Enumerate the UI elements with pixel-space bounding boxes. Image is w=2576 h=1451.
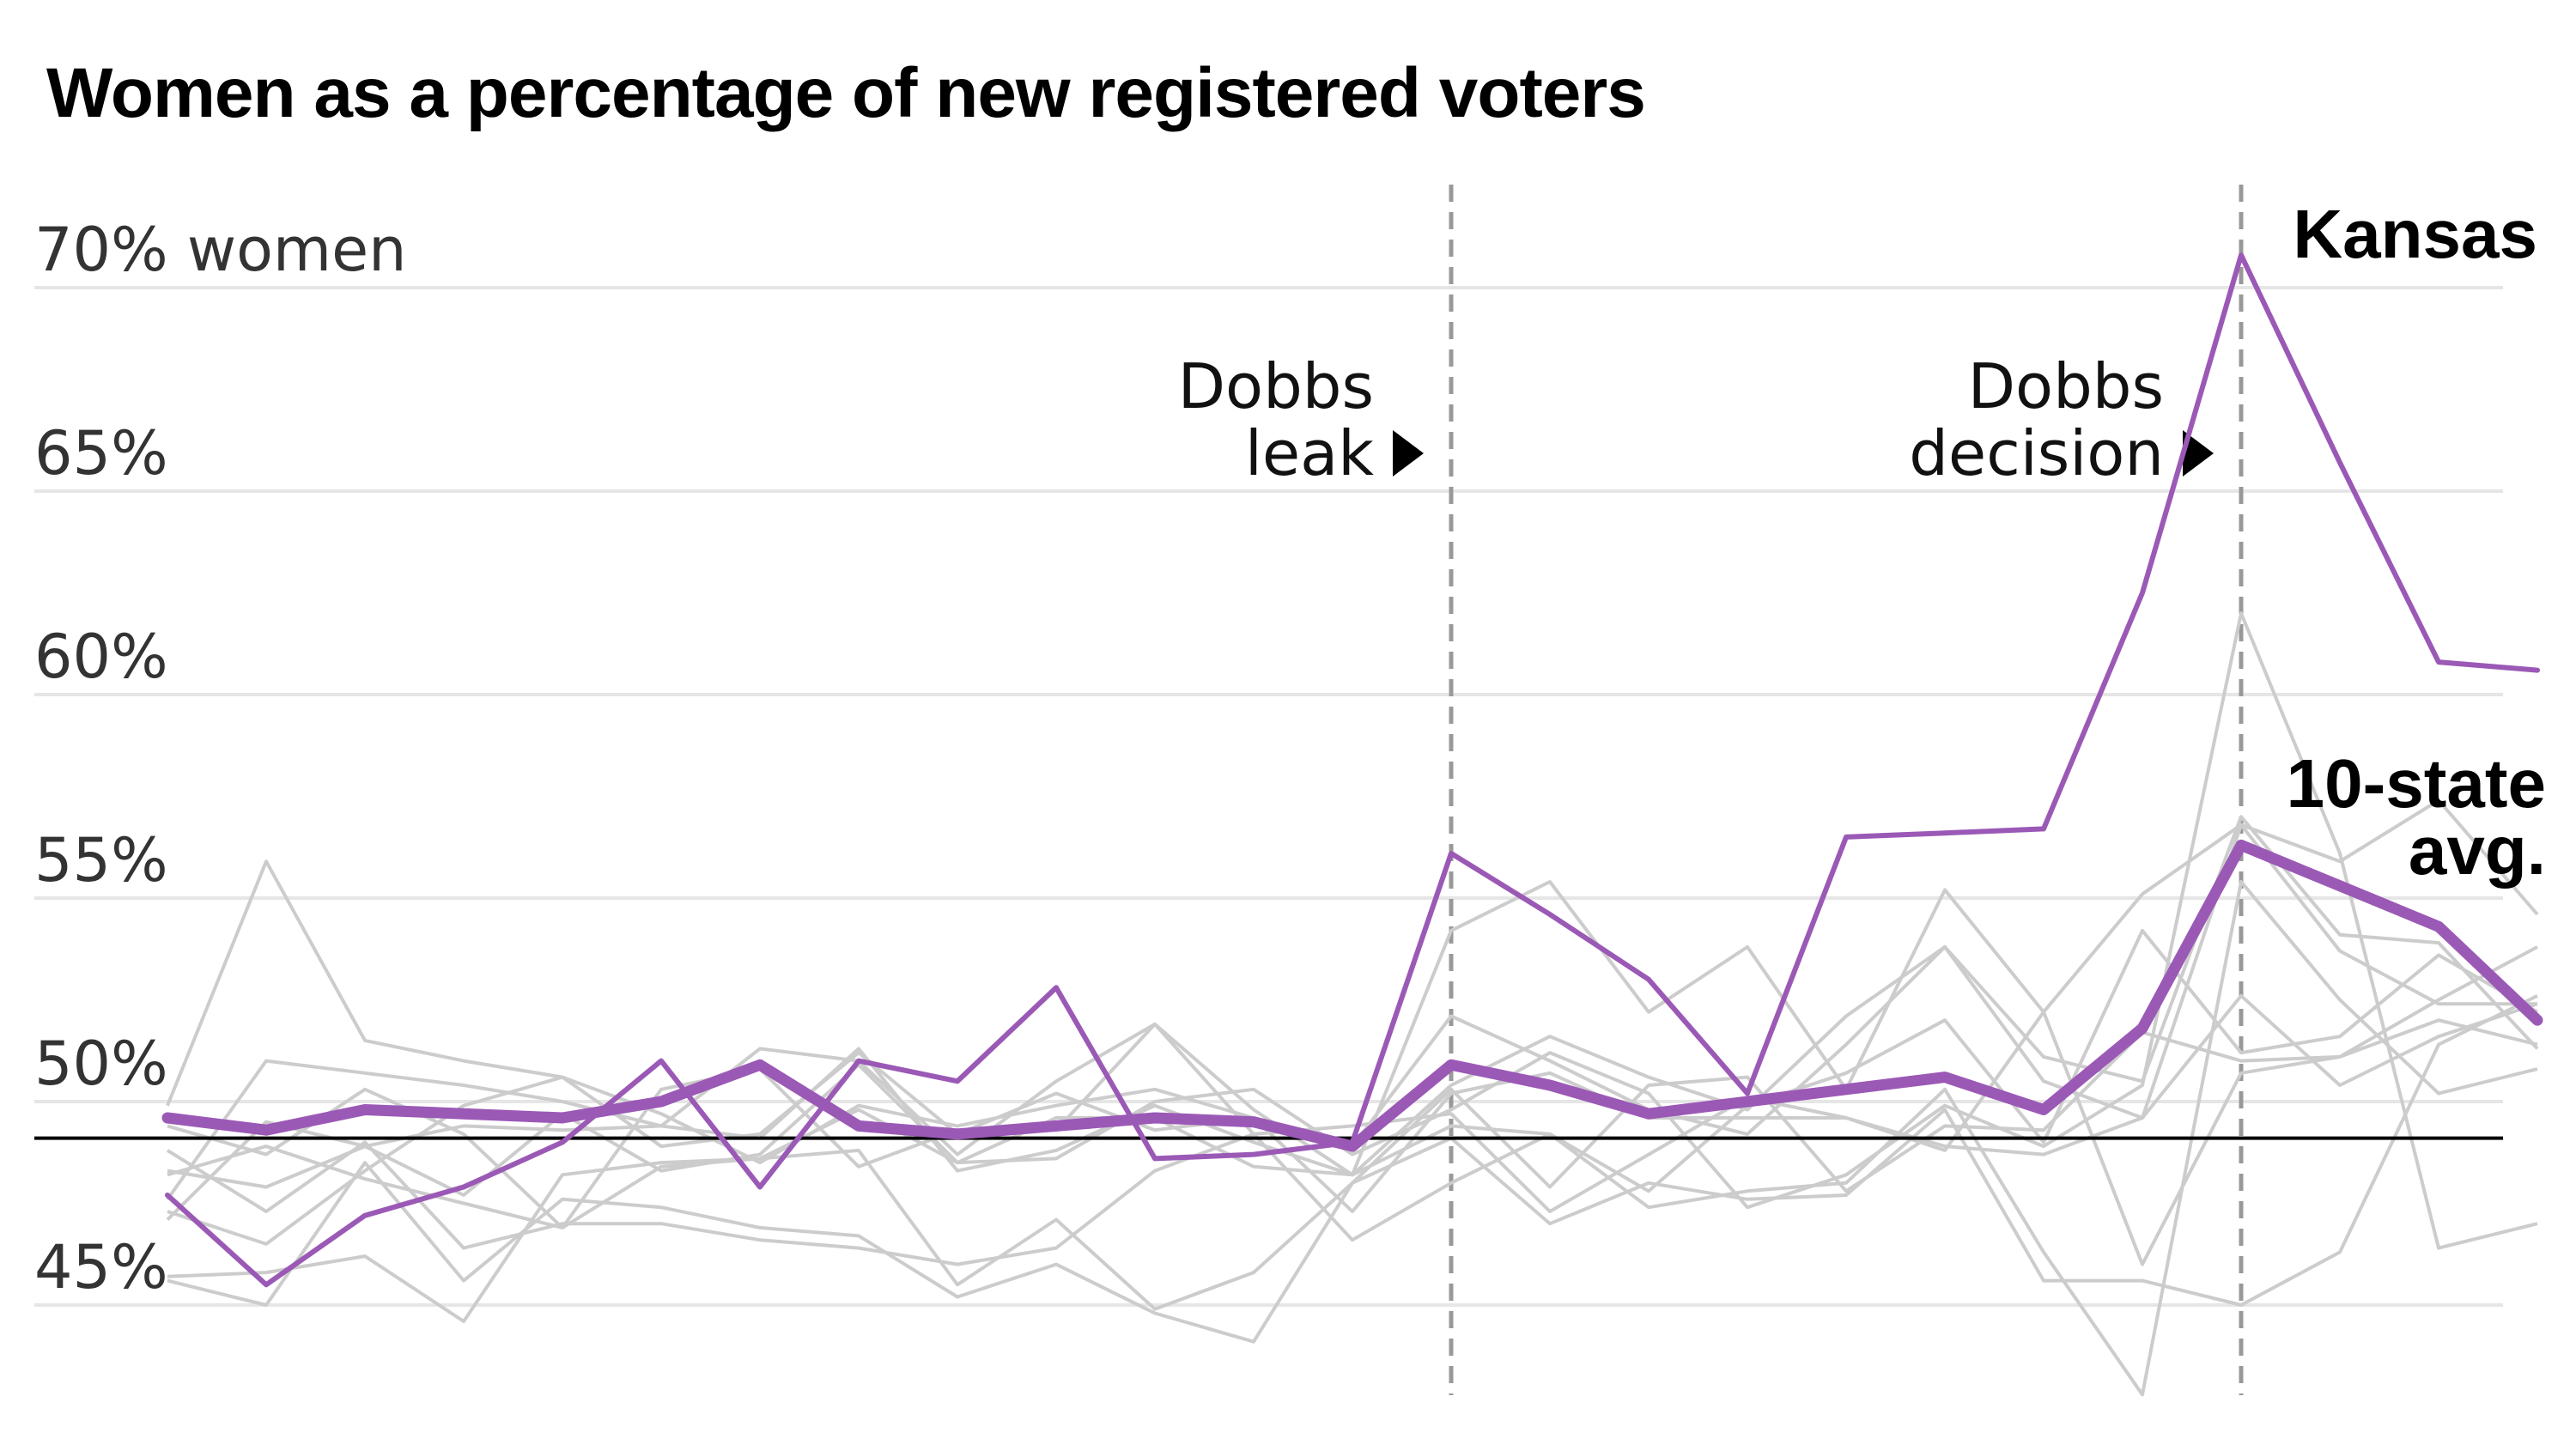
event-arrow-icon xyxy=(2183,430,2214,477)
y-tick-label: 65% xyxy=(34,418,168,489)
y-tick-label: 70% women xyxy=(34,215,407,285)
state-series-line xyxy=(167,1010,2538,1266)
highlight-lines xyxy=(161,252,2543,1288)
state-series-line xyxy=(166,880,2538,1397)
y-tick-label: 60% xyxy=(34,622,168,692)
state-series-line xyxy=(167,823,2537,1246)
series-label: 10-state xyxy=(2287,745,2546,822)
y-tick-label: 45% xyxy=(34,1232,168,1302)
series-label: avg. xyxy=(2409,812,2546,889)
highlight-series-line xyxy=(161,839,2543,1152)
y-tick-label: 55% xyxy=(34,825,168,895)
state-series-line xyxy=(166,928,2538,1221)
event-label: Dobbs xyxy=(1968,350,2164,422)
state-series-line xyxy=(167,611,2538,1250)
y-axis-ticks: 70% women 65% 60% 55% 50% 45% xyxy=(34,215,407,1302)
event-label: leak xyxy=(1245,417,1374,489)
chart-title: Women as a percentage of new registered … xyxy=(46,54,1646,132)
event-label: decision xyxy=(1909,417,2164,489)
background-state-lines xyxy=(166,611,2539,1397)
event-arrow-icon xyxy=(1393,430,1424,477)
series-label: Kansas xyxy=(2293,196,2537,272)
gridlines xyxy=(34,286,2503,1307)
y-tick-label: 50% xyxy=(34,1029,168,1099)
event-label: Dobbs xyxy=(1178,350,1374,422)
state-series-line xyxy=(167,994,2538,1323)
